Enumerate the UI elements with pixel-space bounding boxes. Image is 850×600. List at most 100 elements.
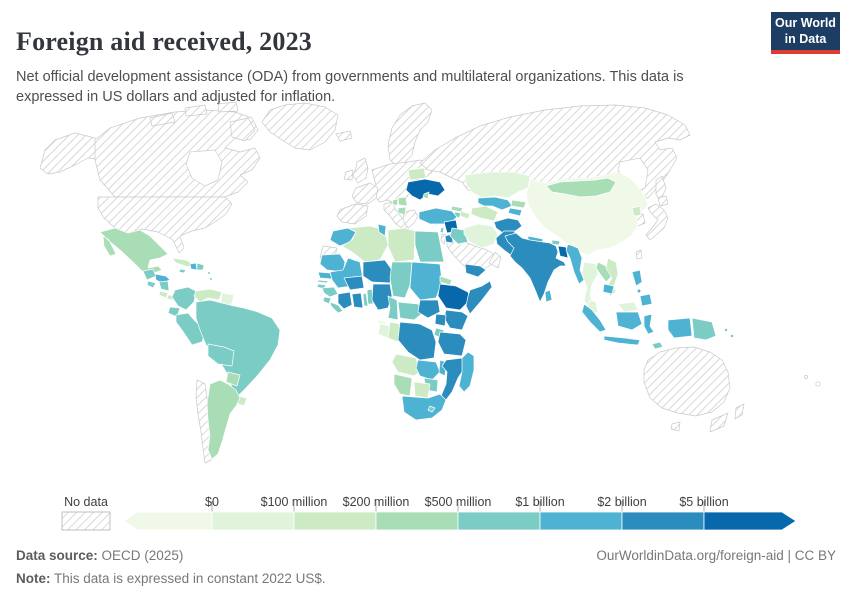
country-russia-sakhalin[interactable]	[655, 175, 667, 201]
country-kazakhstan[interactable]	[464, 171, 531, 199]
legend-band-6[interactable]	[621, 511, 705, 531]
country-el-salvador[interactable]	[146, 280, 157, 289]
country-solomon-islands[interactable]	[730, 334, 734, 338]
country-uganda[interactable]	[434, 313, 447, 327]
country-gambia[interactable]	[317, 279, 329, 284]
country-united-states[interactable]	[97, 196, 233, 254]
country-timor-leste[interactable]	[651, 341, 664, 350]
country-paraguay[interactable]	[225, 371, 241, 387]
legend-band-0[interactable]	[123, 511, 213, 531]
country-oman[interactable]	[488, 251, 502, 269]
country-somalia[interactable]	[465, 280, 493, 315]
country-lesser-antilles[interactable]	[209, 277, 213, 281]
country-niger[interactable]	[362, 259, 393, 284]
country-argentina[interactable]	[206, 379, 241, 460]
country-angola[interactable]	[391, 353, 421, 377]
country-bosnia[interactable]	[391, 198, 399, 207]
country-dominican-republic[interactable]	[196, 262, 205, 271]
country-kenya[interactable]	[443, 309, 469, 331]
country-canada-arctic[interactable]	[149, 101, 256, 142]
country-moldova[interactable]	[422, 191, 430, 200]
country-zambia[interactable]	[415, 359, 441, 381]
country-congo[interactable]	[387, 321, 401, 343]
country-costa-rica[interactable]	[158, 290, 169, 299]
country-senegal[interactable]	[317, 271, 333, 280]
country-france[interactable]	[351, 182, 379, 205]
legend-band-1[interactable]	[211, 511, 295, 531]
country-mongolia[interactable]	[545, 177, 617, 198]
country-philippines[interactable]	[636, 288, 642, 294]
legend-color-bar[interactable]	[123, 511, 797, 531]
country-serbia[interactable]	[397, 196, 408, 207]
country-guatemala[interactable]	[142, 268, 157, 281]
country-afghanistan[interactable]	[493, 217, 523, 234]
country-sri-lanka[interactable]	[544, 289, 553, 303]
country-jamaica[interactable]	[178, 268, 187, 274]
country-japan[interactable]	[645, 195, 669, 241]
country-egypt[interactable]	[414, 230, 445, 263]
country-ukraine[interactable]	[405, 178, 446, 201]
country-taiwan[interactable]	[635, 249, 643, 260]
country-bhutan[interactable]	[551, 239, 561, 246]
country-indonesia[interactable]	[581, 303, 693, 346]
country-kyrgyzstan[interactable]	[510, 199, 527, 209]
country-myanmar[interactable]	[565, 243, 585, 285]
country-mauritania[interactable]	[319, 253, 346, 273]
country-india[interactable]	[504, 232, 567, 303]
country-venezuela[interactable]	[193, 288, 223, 303]
country-bangladesh[interactable]	[557, 245, 569, 259]
country-united-kingdom[interactable]	[352, 157, 369, 184]
country-iceland[interactable]	[335, 130, 353, 142]
country-guinea[interactable]	[321, 286, 339, 298]
country-cambodia[interactable]	[602, 283, 615, 295]
country-ethiopia[interactable]	[437, 283, 471, 311]
country-uzbekistan[interactable]	[477, 196, 513, 211]
country-sudan[interactable]	[409, 261, 443, 301]
country-laos[interactable]	[595, 261, 613, 283]
country-nicaragua[interactable]	[158, 280, 170, 292]
country-chile[interactable]	[195, 379, 214, 464]
country-south-sudan[interactable]	[417, 299, 441, 319]
legend-band-4[interactable]	[457, 511, 541, 531]
country-yemen[interactable]	[464, 263, 487, 278]
country-lebanon[interactable]	[439, 226, 445, 234]
country-bolivia[interactable]	[207, 343, 235, 367]
country-colombia[interactable]	[171, 286, 197, 311]
country-togo[interactable]	[362, 292, 369, 307]
country-libya[interactable]	[387, 227, 416, 263]
country-australia[interactable]	[643, 346, 731, 432]
country-malaysia[interactable]	[587, 299, 639, 315]
country-nigeria[interactable]	[371, 283, 393, 311]
country-pacific-islands[interactable]	[815, 381, 821, 387]
country-cameroon[interactable]	[387, 295, 399, 321]
country-central-african-republic[interactable]	[397, 301, 425, 321]
owid-logo[interactable]: Our World in Data	[771, 12, 840, 55]
legend-band-2[interactable]	[293, 511, 377, 531]
country-equatorial-guinea[interactable]	[376, 319, 387, 326]
country-iran[interactable]	[463, 223, 499, 249]
country-tunisia[interactable]	[377, 223, 387, 237]
country-ghana[interactable]	[351, 292, 364, 309]
country-pacific-islands[interactable]	[804, 375, 808, 379]
country-liberia[interactable]	[329, 301, 344, 314]
country-south-africa[interactable]	[401, 393, 447, 421]
country-solomon-islands[interactable]	[724, 328, 728, 332]
legend-band-7[interactable]	[703, 511, 797, 531]
country-peru[interactable]	[175, 312, 207, 346]
country-benin[interactable]	[366, 288, 374, 305]
country-turkmenistan[interactable]	[470, 205, 499, 222]
country-namibia[interactable]	[393, 373, 413, 397]
country-cote-divoire[interactable]	[337, 291, 353, 310]
country-italy[interactable]	[383, 201, 409, 231]
country-democratic-republic-of-congo[interactable]	[397, 321, 437, 361]
country-albania-macedonia[interactable]	[397, 206, 407, 216]
country-ireland[interactable]	[343, 169, 354, 181]
footer-link[interactable]: OurWorldinData.org/foreign-aid | CC BY	[596, 548, 836, 563]
country-lesotho[interactable]	[427, 405, 436, 413]
country-north-korea[interactable]	[631, 205, 642, 217]
country-belarus[interactable]	[407, 167, 427, 181]
legend-band-5[interactable]	[539, 511, 623, 531]
country-lesser-antilles[interactable]	[207, 271, 211, 275]
country-iraq[interactable]	[449, 227, 469, 245]
country-saudi-arabia[interactable]	[446, 237, 496, 272]
